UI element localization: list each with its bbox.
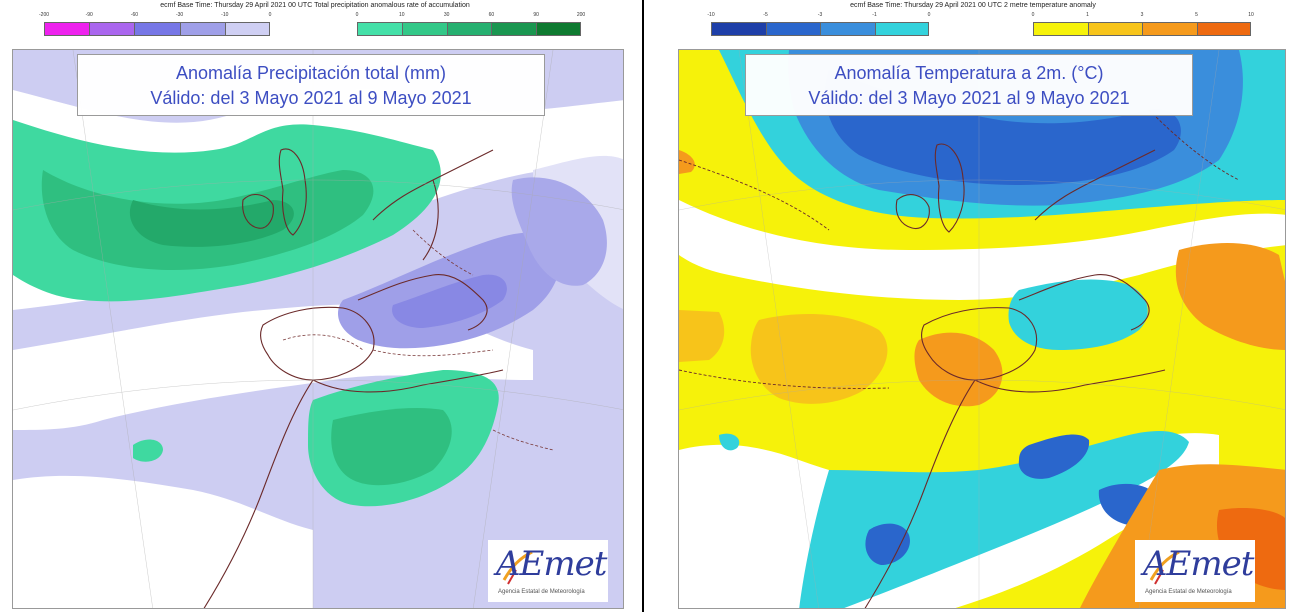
- title-line-1: Anomalía Temperatura a 2m. (°C): [834, 63, 1104, 83]
- temp-negative-swatch: [765, 22, 820, 36]
- precip-negative-swatch: [179, 22, 225, 36]
- temp-negative-tick-label: -10: [707, 12, 715, 18]
- precip-negative-swatch: [44, 22, 90, 36]
- precip-negative-tick-label: -60: [130, 12, 139, 18]
- aemet-logo: AEmet Agencia Estatal de Meteorología: [488, 540, 608, 602]
- precip-positive-swatch: [446, 22, 492, 36]
- negative-tick-labels: -10 -5 -3 -1 0: [707, 12, 931, 22]
- temp-positive-tick-label: 1: [1086, 12, 1089, 18]
- temp-negative-swatch: [874, 22, 929, 36]
- negative-colorbar: [711, 22, 929, 44]
- temp-negative-tick-label: -5: [763, 12, 768, 18]
- precip-positive-tick-label: 10: [399, 12, 405, 18]
- temp-positive-swatch: [1087, 22, 1142, 36]
- precip-positive-tick-label: 90: [533, 12, 539, 18]
- map-title-box: Anomalía Precipitación total (mm) Válido…: [77, 54, 545, 116]
- precip-negative-tick-label: -10: [221, 12, 229, 18]
- precip-positive-swatch: [536, 22, 581, 36]
- temp-positive-tick-label: 5: [1195, 12, 1198, 18]
- temp-positive-tick-label: 3: [1140, 12, 1144, 18]
- precip-positive-swatch: [491, 22, 537, 36]
- title-line-2: Válido: del 3 Mayo 2021 al 9 Mayo 2021: [808, 88, 1130, 108]
- temp-negative-swatch: [820, 22, 875, 36]
- negative-tick-labels: -200 -90 -60 -30 -10 0: [39, 12, 272, 22]
- precip-positive-swatch: [357, 22, 402, 36]
- title-line-1: Anomalía Precipitación total (mm): [175, 63, 447, 83]
- precip-positive-tick-label: 200: [576, 12, 586, 18]
- precip-positive-tick-label: 30: [443, 12, 450, 18]
- panel-divider: [642, 0, 644, 612]
- temp-positive-swatch: [1196, 22, 1251, 36]
- logo-wordmark: AEmet: [1143, 544, 1254, 584]
- precipitation-anomaly-panel: ecmf Base Time: Thursday 29 April 2021 0…: [0, 0, 630, 612]
- positive-tick-labels: 0 1 3 5 10: [1031, 12, 1254, 22]
- temp-positive-tick-label: 10: [1248, 12, 1254, 18]
- logo-subtitle: Agencia Estatal de Meteorología: [498, 589, 585, 595]
- header-text: ecmf Base Time: Thursday 29 April 2021 0…: [850, 2, 1096, 9]
- title-line-2: Válido: del 3 Mayo 2021 al 9 Mayo 2021: [150, 88, 472, 108]
- temp-negative-swatch: [711, 22, 766, 36]
- temp-positive-swatch: [1033, 22, 1088, 36]
- header-text: ecmf Base Time: Thursday 29 April 2021 0…: [160, 2, 470, 9]
- precip-negative-tick-label: -30: [175, 12, 184, 18]
- temp-negative-tick-label: -3: [817, 12, 823, 18]
- precip-negative-swatch: [134, 22, 180, 36]
- aemet-logo: AEmet Agencia Estatal de Meteorología: [1135, 540, 1255, 602]
- precip-positive-tick-label: 0: [355, 12, 359, 18]
- precip-positive-swatch: [401, 22, 447, 36]
- precip-positive-tick-label: 60: [488, 12, 495, 18]
- temp-positive-swatch: [1142, 22, 1197, 36]
- precip-negative-swatch: [89, 22, 135, 36]
- temp-negative-tick-label: -1: [872, 12, 877, 18]
- precip-negative-tick-label: -90: [85, 12, 93, 18]
- temperature-map: [678, 49, 1286, 609]
- logo-wordmark: AEmet: [496, 544, 607, 584]
- temp-positive-tick-label: 0: [1031, 12, 1035, 18]
- positive-colorbar: [1033, 22, 1251, 44]
- precip-negative-swatch: [224, 22, 270, 36]
- map-title-box: Anomalía Temperatura a 2m. (°C) Válido: …: [745, 54, 1193, 116]
- temperature-anomaly-panel: ecmf Base Time: Thursday 29 April 2021 0…: [655, 0, 1291, 612]
- logo-subtitle: Agencia Estatal de Meteorología: [1145, 589, 1232, 595]
- positive-colorbar: [357, 22, 581, 44]
- precipitation-map: [12, 49, 624, 609]
- positive-tick-labels: 0 10 30 60 90 200: [355, 12, 586, 22]
- precip-negative-tick-label: 0: [268, 12, 272, 18]
- negative-colorbar: [44, 22, 270, 44]
- precip-negative-tick-label: -200: [38, 12, 50, 18]
- temp-negative-tick-label: 0: [927, 12, 931, 18]
